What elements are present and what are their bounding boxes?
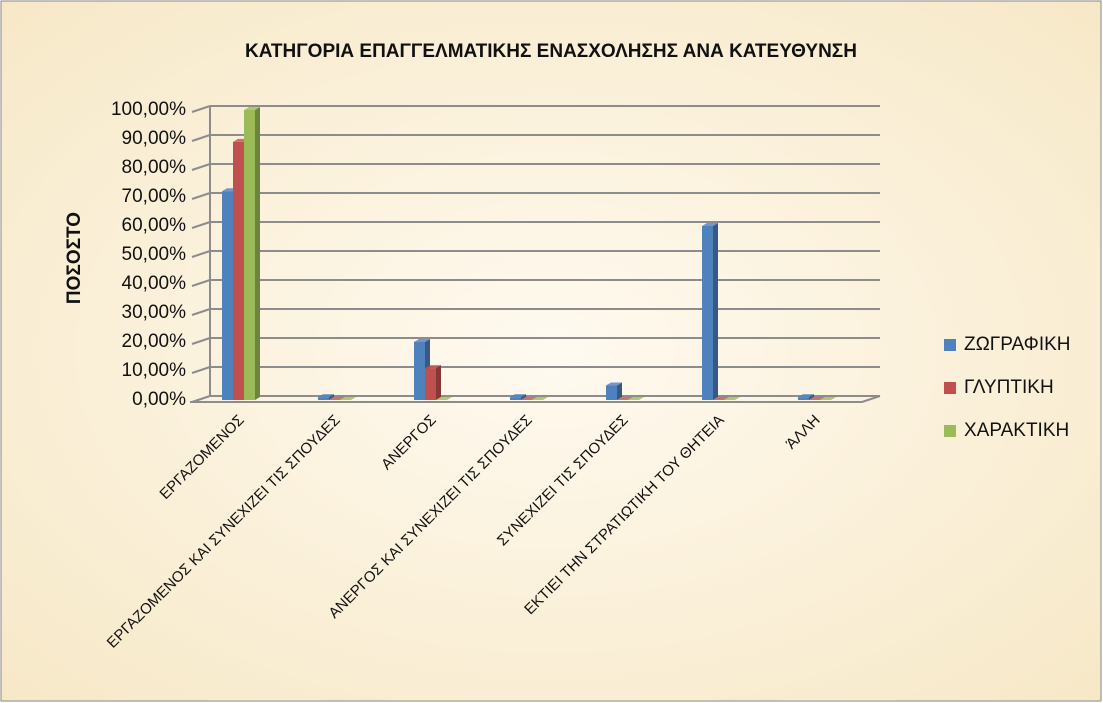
- grid-line: [191, 221, 211, 229]
- grid-line: [191, 308, 211, 316]
- bar: [510, 397, 521, 400]
- y-axis-title: ΠΟΣΟΣΤΟ: [64, 212, 85, 304]
- bar-top: [414, 339, 430, 342]
- legend-label: ΓΛΥΠΤΙΚΗ: [964, 377, 1054, 398]
- legend-swatch: [944, 425, 956, 437]
- bar-top: [340, 397, 356, 400]
- y-tick-label: 90,00%: [122, 128, 187, 149]
- legend-swatch: [944, 339, 956, 351]
- bar: [244, 110, 255, 400]
- bar: [606, 385, 617, 400]
- y-tick-label: 60,00%: [122, 215, 187, 236]
- y-tick-label: 10,00%: [122, 360, 187, 381]
- grid-line: [191, 134, 211, 142]
- grid-line: [191, 105, 211, 113]
- grid-line: [191, 163, 211, 171]
- grid-line: [191, 337, 211, 345]
- bar: [233, 141, 244, 400]
- bar-top: [510, 394, 526, 398]
- bar: [318, 397, 329, 400]
- legend-label: ΧΑΡΑΚΤΙΚΗ: [964, 420, 1069, 441]
- legend-swatch: [944, 382, 956, 394]
- y-tick-label: 20,00%: [122, 331, 187, 352]
- bar-top: [532, 397, 548, 400]
- bar-top: [318, 394, 334, 398]
- bar-top: [713, 397, 729, 400]
- y-tick-label: 80,00%: [122, 157, 187, 178]
- axis-line: [190, 395, 881, 403]
- bar-top: [798, 394, 814, 398]
- bar: [414, 342, 425, 400]
- bar-top: [329, 397, 345, 400]
- bar-top: [724, 397, 740, 400]
- y-tick-label: 0,00%: [132, 389, 186, 410]
- y-tick-label: 50,00%: [122, 244, 187, 265]
- legend-label: ΖΩΓΡΑΦΙΚΗ: [964, 334, 1071, 355]
- chart-title: ΚΑΤΗΓΟΡΙΑ ΕΠΑΓΓΕΛΜΑΤΙΚΗΣ ΕΝΑΣΧΟΛΗΣΗΣ ΑΝΑ…: [245, 41, 857, 62]
- bar-side: [809, 394, 814, 400]
- y-tick-label: 70,00%: [122, 186, 187, 207]
- y-tick-label: 100,00%: [111, 99, 186, 120]
- y-tick-label: 30,00%: [122, 302, 187, 323]
- bar-top: [425, 365, 441, 369]
- bar-top: [617, 397, 633, 400]
- y-tick-label: 40,00%: [122, 273, 187, 294]
- bar-side: [713, 223, 718, 400]
- grid-line: [191, 192, 211, 200]
- bar-top: [702, 223, 718, 226]
- bar-top: [244, 107, 260, 110]
- bar-top: [606, 382, 622, 386]
- grid-line: [191, 366, 211, 374]
- bar-top: [809, 397, 825, 400]
- bar-top: [436, 397, 452, 400]
- bar: [702, 226, 713, 400]
- bar: [798, 397, 809, 400]
- bar-top: [628, 397, 644, 400]
- bar: [222, 191, 233, 400]
- grid-line: [191, 279, 211, 287]
- bar-side: [255, 107, 260, 400]
- bar-side: [329, 394, 334, 400]
- bar-side: [521, 394, 526, 400]
- bar-top: [521, 397, 537, 400]
- bar-side: [617, 382, 622, 400]
- bar-top: [820, 397, 836, 400]
- bar-side: [436, 365, 441, 400]
- bar: [425, 368, 436, 400]
- grid-line: [191, 250, 211, 258]
